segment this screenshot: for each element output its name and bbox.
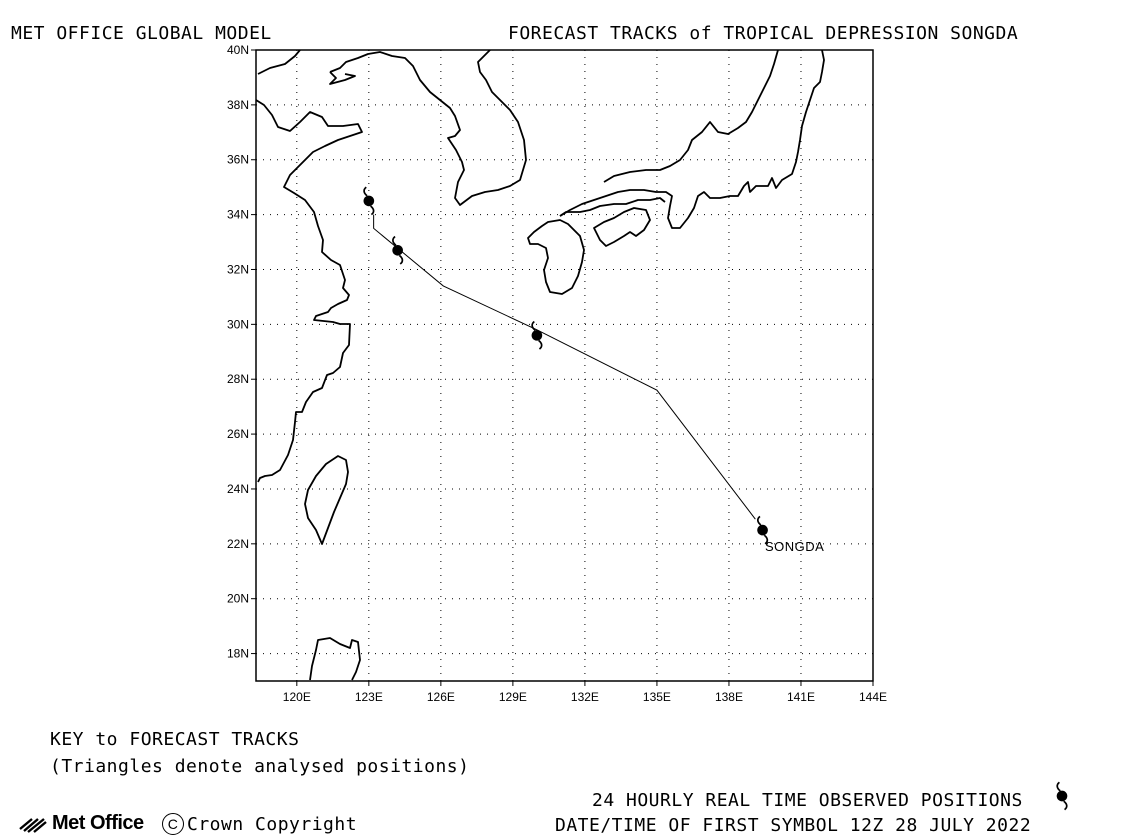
lat-tick-label: 28N (227, 372, 249, 386)
chart-title: FORECAST TRACKS of TROPICAL DEPRESSION S… (508, 23, 1019, 44)
coastline-sea-of-japan (603, 49, 779, 183)
copyright-symbol: C (162, 813, 184, 835)
logo-text: Met Office (52, 812, 144, 834)
observed-positions-label: 24 HOURLY REAL TIME OBSERVED POSITIONS (592, 790, 1023, 811)
first-symbol-datetime: DATE/TIME OF FIRST SYMBOL 12Z 28 JULY 20… (555, 815, 1032, 836)
coastline-honshu-west (559, 197, 666, 217)
lat-tick-label: 22N (227, 537, 249, 551)
lat-tick-label: 20N (227, 592, 249, 606)
lon-tick-label: 144E (859, 690, 887, 704)
tropical-cyclone-icon (530, 320, 544, 350)
key-note: (Triangles denote analysed positions) (50, 756, 470, 777)
map-grid (256, 50, 873, 681)
coastline-kyushu (527, 219, 585, 295)
coastline-north (257, 49, 301, 75)
forecast-track (373, 214, 756, 520)
coastline-bohai (329, 49, 527, 206)
lat-tick-label: 26N (227, 427, 249, 441)
lon-tick-label: 135E (643, 690, 671, 704)
coastlines (255, 49, 825, 681)
lat-tick-label: 24N (227, 482, 249, 496)
coastline-luzon (309, 637, 361, 681)
copyright: C Crown Copyright (162, 813, 357, 835)
lat-tick-label: 36N (227, 153, 249, 167)
lon-tick-label: 132E (571, 690, 599, 704)
lon-tick-label: 120E (283, 690, 311, 704)
lon-tick-label: 126E (427, 690, 455, 704)
observed-positions (362, 186, 769, 545)
lon-tick-label: 141E (787, 690, 815, 704)
tropical-cyclone-icon (391, 235, 404, 265)
track-line (373, 214, 756, 520)
lat-tick-label: 40N (227, 43, 249, 57)
met-office-logo-icon (19, 817, 47, 833)
coastline-china (255, 99, 363, 483)
axis-ticks: 40N 38N 36N 34N 32N 30N 28N 26N 24N 22N 20N 18N 120E… (227, 43, 887, 704)
storm-label: SONGDA (765, 539, 824, 554)
tropical-cyclone-icon (362, 186, 376, 216)
lat-tick-label: 38N (227, 98, 249, 112)
model-title: MET OFFICE GLOBAL MODEL (11, 23, 272, 44)
lon-tick-label: 138E (715, 690, 743, 704)
lat-tick-label: 32N (227, 262, 249, 276)
coastline-taiwan (304, 455, 349, 545)
lon-tick-label: 123E (355, 690, 383, 704)
map-frame (255, 49, 874, 682)
coastline-liaodong (329, 71, 356, 85)
met-office-logo: Met Office (18, 812, 144, 835)
lat-tick-label: 34N (227, 208, 249, 222)
tropical-cyclone-icon (1055, 781, 1069, 811)
copyright-text: Crown Copyright (187, 813, 358, 835)
coastline-shikoku (593, 207, 651, 247)
lat-tick-label: 30N (227, 317, 249, 331)
lon-tick-label: 129E (499, 690, 527, 704)
coastline-honshu (559, 49, 825, 229)
lat-tick-label: 18N (227, 647, 249, 661)
key-title: KEY to FORECAST TRACKS (50, 729, 300, 750)
